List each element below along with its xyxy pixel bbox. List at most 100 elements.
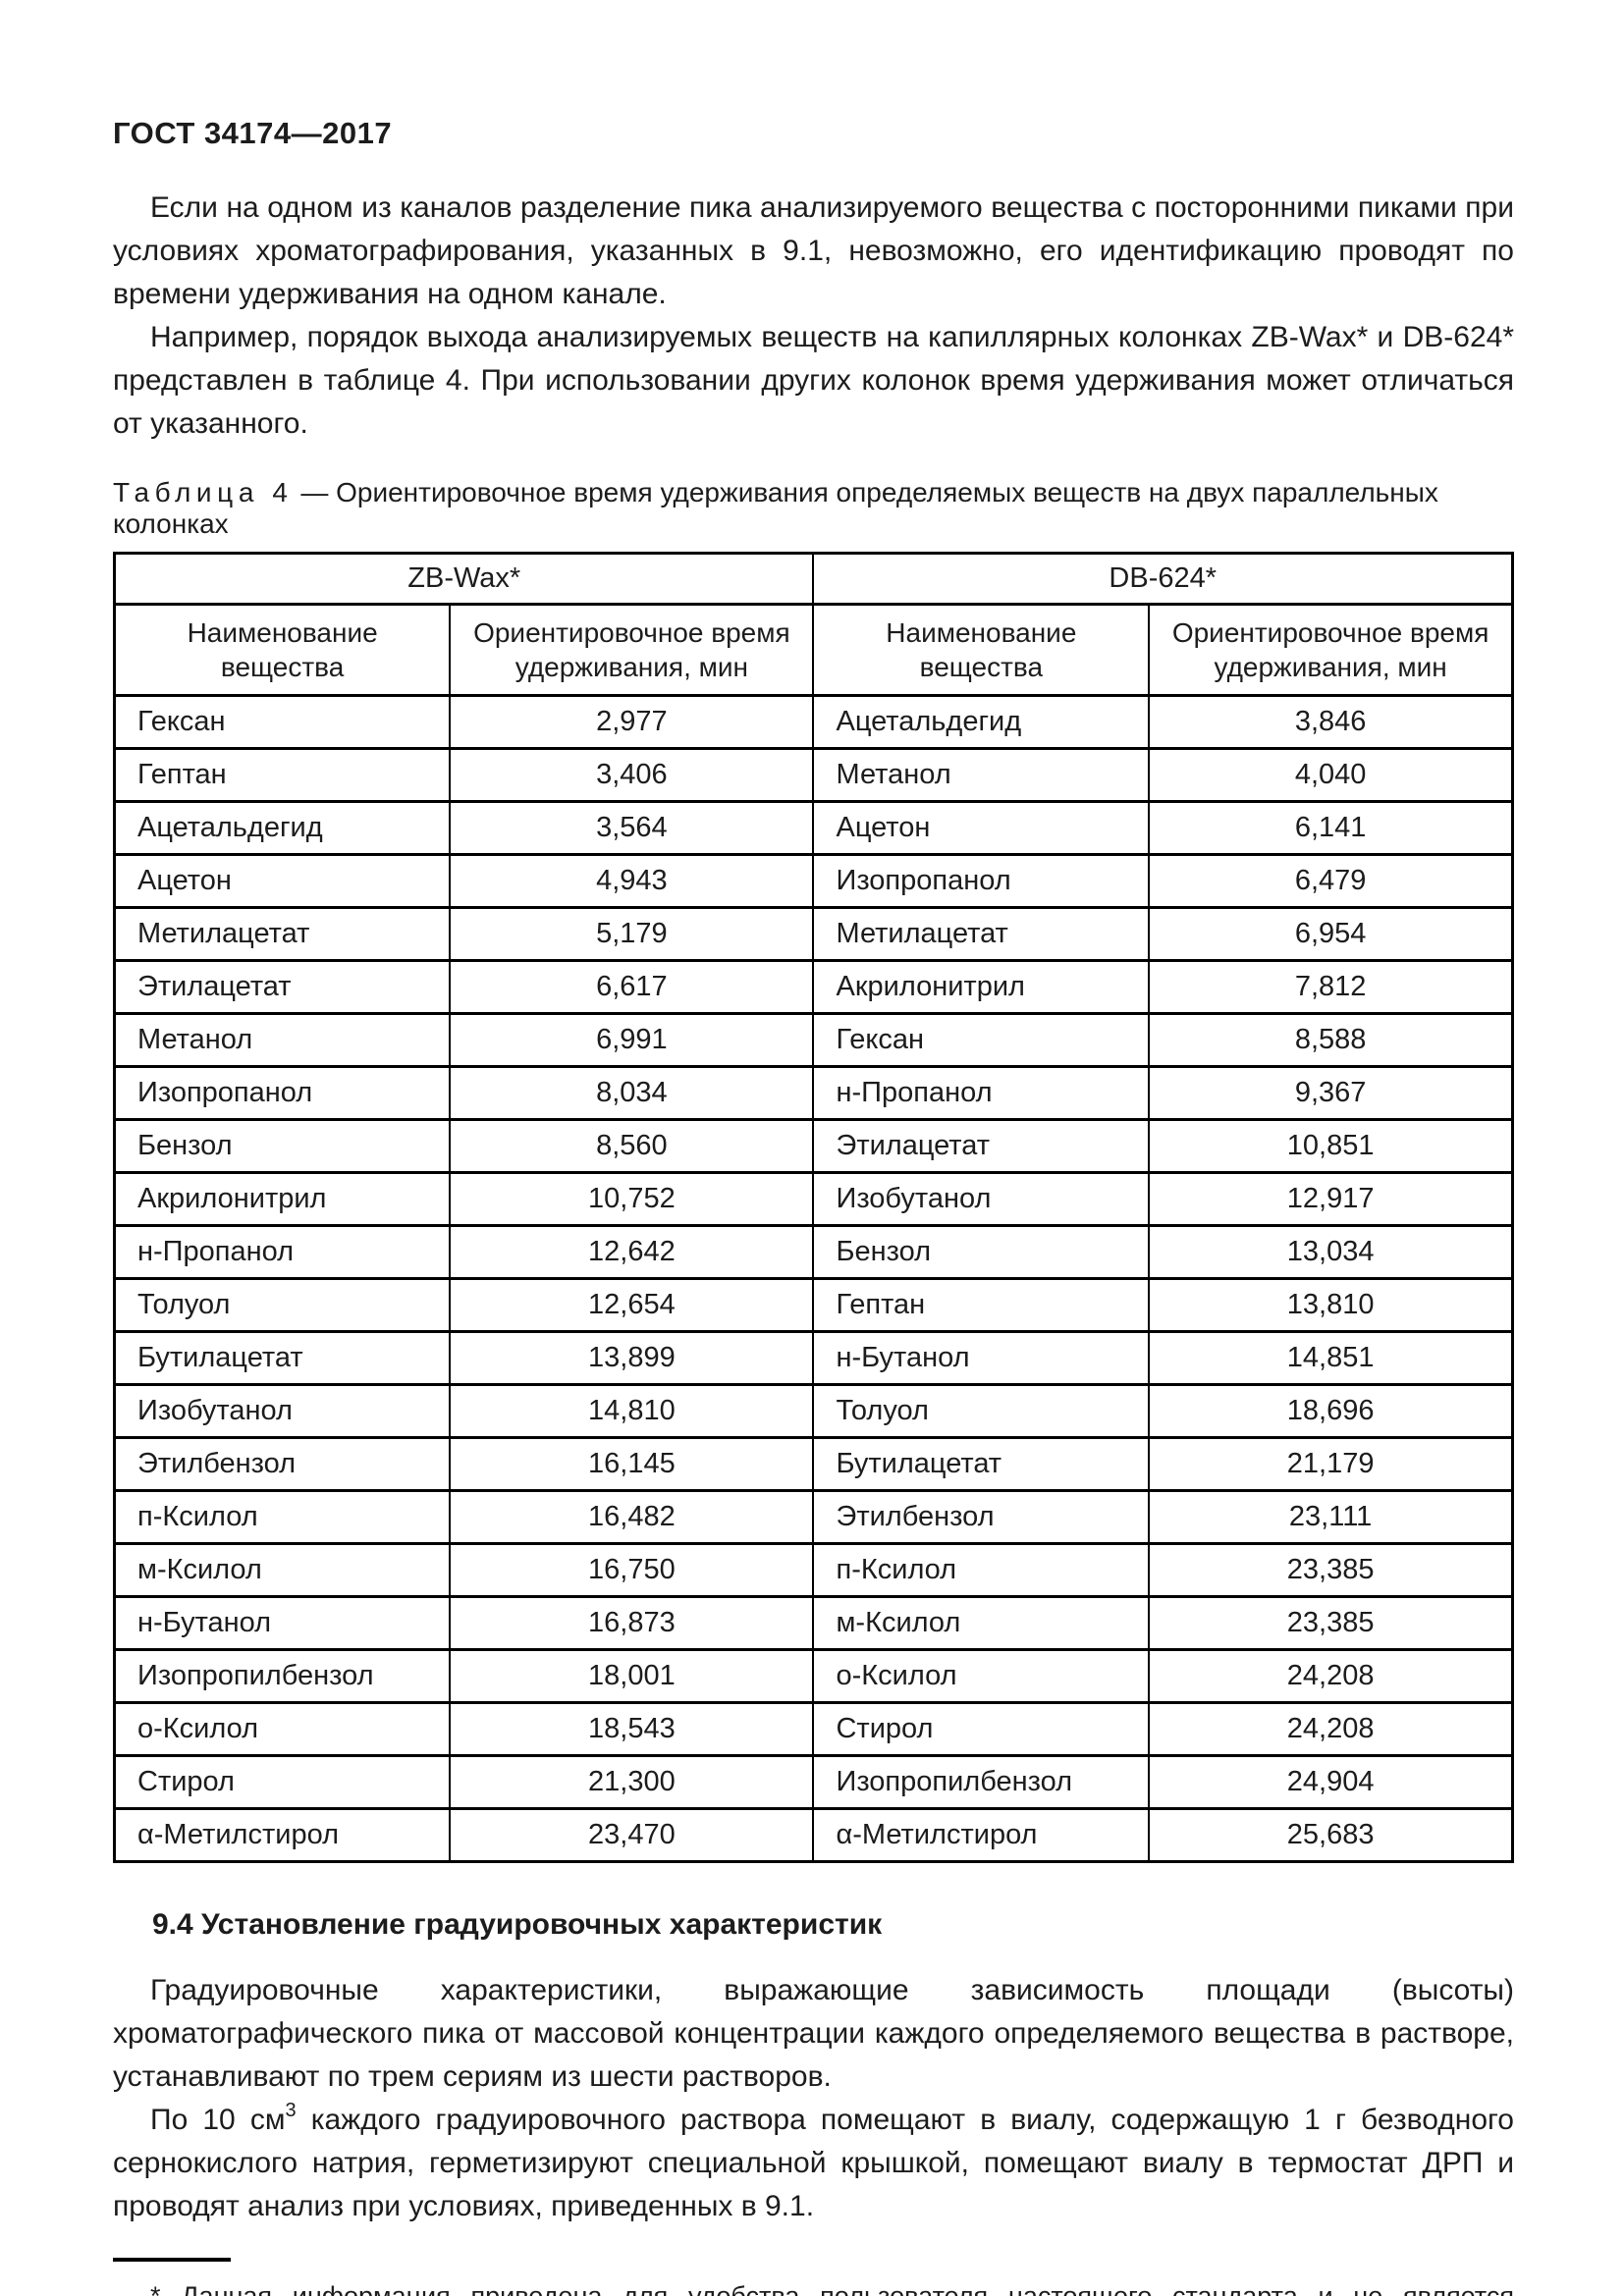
table-row: Гептан 3,406 Метанол 4,040	[113, 747, 1514, 803]
footnote: * Данная информация приведена для удобст…	[113, 2275, 1514, 2296]
retention-time-cell: 21,300	[449, 1754, 815, 1810]
header-substance-db: Наименование вещества	[812, 603, 1151, 697]
substance-name-cell: Этилацетат	[812, 1118, 1151, 1174]
substance-name-cell: α-Метилстирол	[812, 1807, 1151, 1863]
substance-name-cell: Изопропанол	[812, 853, 1151, 909]
retention-time-cell: 6,954	[1148, 906, 1514, 962]
substance-name-cell: α-Метилстирол	[113, 1807, 452, 1863]
table-row: Изопропанол 8,034 н-Пропанол 9,367	[113, 1065, 1514, 1121]
table-row: Ацетальдегид 3,564 Ацетон 6,141	[113, 800, 1514, 856]
retention-time-cell: 12,654	[449, 1277, 815, 1333]
section-paragraph-2-end: каждого градуировочного раствора помещаю…	[113, 2104, 1514, 2222]
retention-time-cell: 13,810	[1148, 1277, 1514, 1333]
substance-name-cell: Бутилацетат	[812, 1436, 1151, 1492]
retention-time-cell: 16,145	[449, 1436, 815, 1492]
retention-time-cell: 14,810	[449, 1383, 815, 1439]
substance-name-cell: Ацетон	[113, 853, 452, 909]
substance-name-cell: Бензол	[113, 1118, 452, 1174]
substance-name-cell: Толуол	[113, 1277, 452, 1333]
substance-name-cell: Ацетон	[812, 800, 1151, 856]
substance-name-cell: Метилацетат	[113, 906, 452, 962]
footnote-divider	[113, 2258, 231, 2262]
retention-time-cell: 10,851	[1148, 1118, 1514, 1174]
intro-paragraph-2: Например, порядок выхода анализируемых в…	[113, 321, 1514, 440]
retention-times-table: ZB-Wax* DB-624* Наименование вещества Ор…	[113, 552, 1514, 1863]
footnote-marker: *	[150, 2281, 161, 2296]
table-row: о-Ксилол 18,543 Стирол 24,208	[113, 1701, 1514, 1757]
table-row: Бензол 8,560 Этилацетат 10,851	[113, 1118, 1514, 1174]
section-paragraph-2: По 10 см3 каждого градуировочного раство…	[113, 2099, 1514, 2228]
section-heading: 9.4 Установление градуировочных характер…	[152, 1908, 883, 1941]
retention-time-cell: 2,977	[449, 694, 815, 750]
substance-name-cell: Изопропанол	[113, 1065, 452, 1121]
retention-time-cell: 4,943	[449, 853, 815, 909]
substance-name-cell: н-Бутанол	[113, 1595, 452, 1651]
retention-time-cell: 8,588	[1148, 1012, 1514, 1068]
substance-name-cell: м-Ксилол	[113, 1542, 452, 1598]
sub-header-row: Наименование вещества Ориентировочное вр…	[113, 603, 1514, 697]
table-row: Метанол 6,991 Гексан 8,588	[113, 1012, 1514, 1068]
retention-time-cell: 18,696	[1148, 1383, 1514, 1439]
table-row: Стирол 21,300 Изопропилбензол 24,904	[113, 1754, 1514, 1810]
substance-name-cell: Изобутанол	[812, 1171, 1151, 1227]
table-row: Толуол 12,654 Гептан 13,810	[113, 1277, 1514, 1333]
substance-name-cell: о-Ксилол	[113, 1701, 452, 1757]
retention-time-cell: 13,034	[1148, 1224, 1514, 1280]
table-caption-dash: —	[300, 477, 329, 507]
doc-number: ГОСТ 34174—2017	[113, 116, 393, 150]
retention-time-cell: 14,851	[1148, 1330, 1514, 1386]
section-paragraph-1: Градуировочные характеристики, выражающи…	[113, 1974, 1514, 2093]
retention-time-cell: 23,470	[449, 1807, 815, 1863]
retention-time-cell: 8,034	[449, 1065, 815, 1121]
substance-name-cell: м-Ксилол	[812, 1595, 1151, 1651]
retention-time-cell: 24,208	[1148, 1648, 1514, 1704]
substance-name-cell: Гексан	[812, 1012, 1151, 1068]
substance-name-cell: п-Ксилол	[113, 1489, 452, 1545]
superscript-3: 3	[285, 2100, 297, 2121]
substance-name-cell: Акрилонитрил	[113, 1171, 452, 1227]
retention-time-cell: 16,482	[449, 1489, 815, 1545]
header-substance-zb: Наименование вещества	[113, 603, 452, 697]
retention-time-cell: 23,385	[1148, 1542, 1514, 1598]
substance-name-cell: Стирол	[113, 1754, 452, 1810]
table-row: Ацетон 4,943 Изопропанол 6,479	[113, 853, 1514, 909]
retention-time-cell: 6,991	[449, 1012, 815, 1068]
column-group-zb-wax: ZB-Wax*	[113, 552, 815, 606]
retention-time-cell: 4,040	[1148, 747, 1514, 803]
intro-paragraph-1: Если на одном из каналов разделение пика…	[113, 191, 1514, 310]
retention-time-cell: 7,812	[1148, 959, 1514, 1015]
table-row: Изопропилбензол 18,001 о-Ксилол 24,208	[113, 1648, 1514, 1704]
retention-time-cell: 10,752	[449, 1171, 815, 1227]
retention-time-cell: 18,543	[449, 1701, 815, 1757]
substance-name-cell: н-Пропанол	[812, 1065, 1151, 1121]
retention-time-cell: 5,179	[449, 906, 815, 962]
table-row: п-Ксилол 16,482 Этилбензол 23,111	[113, 1489, 1514, 1545]
substance-name-cell: Метанол	[812, 747, 1151, 803]
retention-time-cell: 16,873	[449, 1595, 815, 1651]
retention-time-cell: 6,617	[449, 959, 815, 1015]
substance-name-cell: Акрилонитрил	[812, 959, 1151, 1015]
substance-name-cell: Гептан	[812, 1277, 1151, 1333]
table-row: Гексан 2,977 Ацетальдегид 3,846	[113, 694, 1514, 750]
substance-name-cell: Бензол	[812, 1224, 1151, 1280]
retention-time-cell: 13,899	[449, 1330, 815, 1386]
table-caption-label: Таблица 4	[113, 477, 294, 507]
retention-time-cell: 23,111	[1148, 1489, 1514, 1545]
retention-time-cell: 25,683	[1148, 1807, 1514, 1863]
table-row: Изобутанол 14,810 Толуол 18,696	[113, 1383, 1514, 1439]
substance-name-cell: Толуол	[812, 1383, 1151, 1439]
retention-time-cell: 21,179	[1148, 1436, 1514, 1492]
substance-name-cell: п-Ксилол	[812, 1542, 1151, 1598]
substance-name-cell: Стирол	[812, 1701, 1151, 1757]
retention-time-cell: 23,385	[1148, 1595, 1514, 1651]
retention-time-cell: 6,479	[1148, 853, 1514, 909]
header-retention-zb: Ориентировочное время удерживания, мин	[449, 603, 815, 697]
table-row: м-Ксилол 16,750 п-Ксилол 23,385	[113, 1542, 1514, 1598]
table-body: Гексан 2,977 Ацетальдегид 3,846 Гептан 3,406 М…	[113, 694, 1514, 1863]
substance-name-cell: Метанол	[113, 1012, 452, 1068]
retention-time-cell: 18,001	[449, 1648, 815, 1704]
retention-time-cell: 24,208	[1148, 1701, 1514, 1757]
substance-name-cell: Метилацетат	[812, 906, 1151, 962]
substance-name-cell: Гексан	[113, 694, 452, 750]
